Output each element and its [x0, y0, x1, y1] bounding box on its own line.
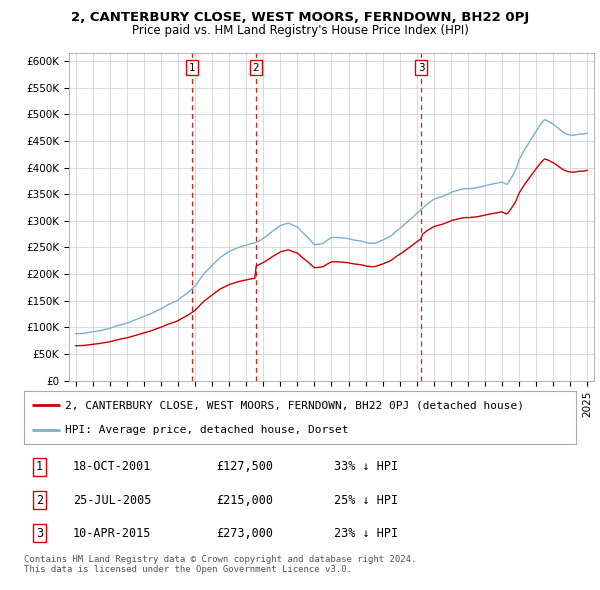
Text: 2: 2: [36, 493, 43, 507]
Text: 1: 1: [36, 460, 43, 474]
Text: Price paid vs. HM Land Registry's House Price Index (HPI): Price paid vs. HM Land Registry's House …: [131, 24, 469, 37]
Text: 25-JUL-2005: 25-JUL-2005: [73, 493, 152, 507]
Text: 1: 1: [188, 63, 195, 73]
Text: 18-OCT-2001: 18-OCT-2001: [73, 460, 152, 474]
Text: 23% ↓ HPI: 23% ↓ HPI: [334, 526, 398, 540]
Text: £127,500: £127,500: [217, 460, 274, 474]
Text: HPI: Average price, detached house, Dorset: HPI: Average price, detached house, Dors…: [65, 425, 349, 435]
Text: 2: 2: [253, 63, 259, 73]
Text: 2, CANTERBURY CLOSE, WEST MOORS, FERNDOWN, BH22 0PJ (detached house): 2, CANTERBURY CLOSE, WEST MOORS, FERNDOW…: [65, 401, 524, 411]
Text: £215,000: £215,000: [217, 493, 274, 507]
Text: 3: 3: [418, 63, 425, 73]
Text: £273,000: £273,000: [217, 526, 274, 540]
Text: 25% ↓ HPI: 25% ↓ HPI: [334, 493, 398, 507]
Text: Contains HM Land Registry data © Crown copyright and database right 2024.
This d: Contains HM Land Registry data © Crown c…: [24, 555, 416, 574]
Text: 2, CANTERBURY CLOSE, WEST MOORS, FERNDOWN, BH22 0PJ: 2, CANTERBURY CLOSE, WEST MOORS, FERNDOW…: [71, 11, 529, 24]
Text: 3: 3: [36, 526, 43, 540]
Text: 33% ↓ HPI: 33% ↓ HPI: [334, 460, 398, 474]
Text: 10-APR-2015: 10-APR-2015: [73, 526, 152, 540]
